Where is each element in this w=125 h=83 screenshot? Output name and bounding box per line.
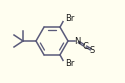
Text: N: N [74,37,80,45]
Text: C: C [82,42,88,50]
Text: Br: Br [65,14,74,23]
Text: S: S [89,45,95,55]
Text: Br: Br [65,59,74,68]
